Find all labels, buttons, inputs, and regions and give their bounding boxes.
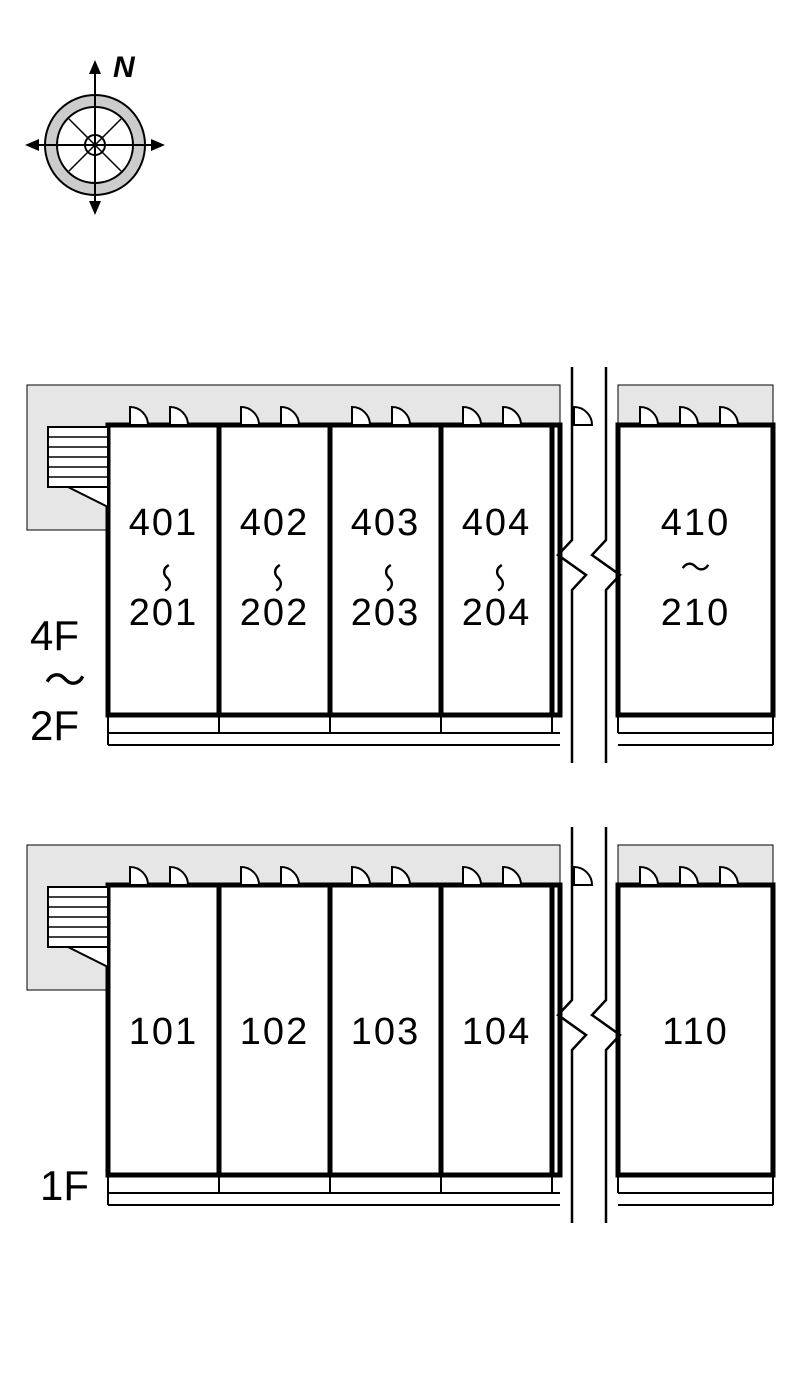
range-tilde: 〜	[258, 563, 291, 593]
range-tilde: 〜	[681, 552, 711, 585]
unit-label: 403	[351, 502, 420, 544]
unit-label: 203	[351, 592, 420, 634]
unit-label: 101	[129, 1011, 198, 1053]
unit-label: 103	[351, 1011, 420, 1053]
unit-label: 110	[662, 1011, 729, 1053]
range-tilde: 〜	[369, 563, 402, 593]
unit-label: 402	[240, 502, 309, 544]
upper-floor-block: 401〜201402〜202403〜203404〜204410〜210	[27, 367, 773, 763]
unit-label: 202	[240, 592, 309, 634]
unit-label: 204	[462, 592, 531, 634]
compass: N	[25, 51, 165, 215]
unit-label: 401	[129, 502, 198, 544]
unit-label: 201	[129, 592, 198, 634]
unit-label: 410	[661, 502, 730, 544]
lower-floor-block: 101 102 103 104 110	[27, 827, 773, 1223]
unit-label: 404	[462, 502, 531, 544]
unit-label: 102	[240, 1011, 309, 1053]
floor-label-4f: 4F	[30, 612, 79, 659]
floor-label-2f: 2F	[30, 702, 79, 749]
floor-label-tilde: 〜	[44, 657, 86, 704]
range-tilde: 〜	[147, 563, 180, 593]
compass-n-label: N	[113, 51, 136, 84]
unit-label: 104	[462, 1011, 531, 1053]
unit-label: 210	[661, 592, 730, 634]
range-tilde: 〜	[480, 563, 513, 593]
floor-label-1f: 1F	[40, 1162, 89, 1209]
